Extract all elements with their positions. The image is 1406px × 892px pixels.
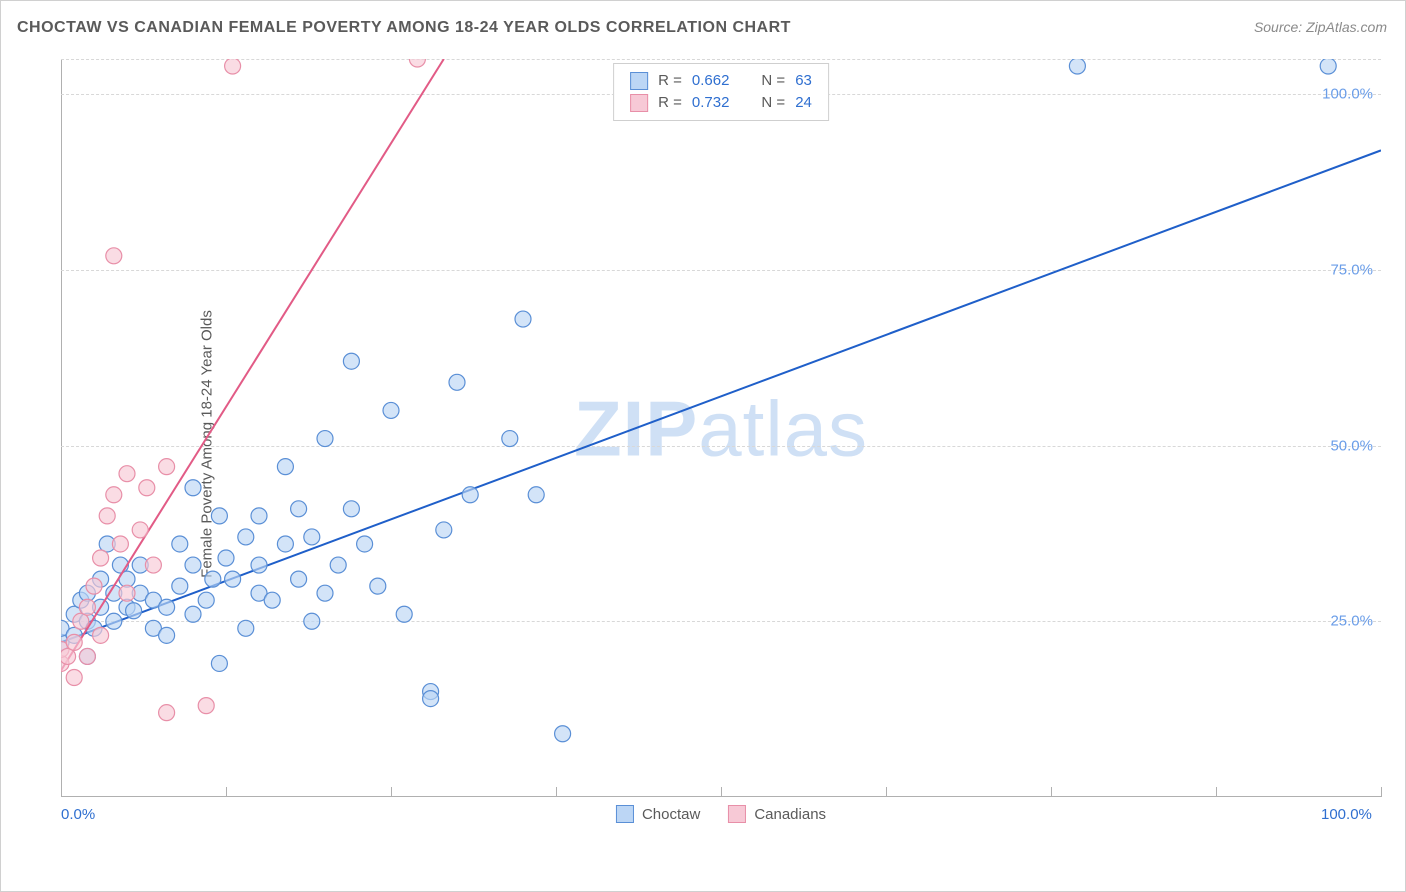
data-point bbox=[159, 705, 175, 721]
data-point bbox=[79, 599, 95, 615]
n-value-choctaw: 63 bbox=[795, 70, 812, 92]
data-point bbox=[515, 311, 531, 327]
swatch-canadians bbox=[728, 805, 746, 823]
data-point bbox=[126, 603, 142, 619]
data-point bbox=[291, 501, 307, 517]
data-point bbox=[528, 487, 544, 503]
x-tick-label: 0.0% bbox=[61, 806, 95, 823]
data-point bbox=[66, 670, 82, 686]
data-point bbox=[159, 459, 175, 475]
data-point bbox=[86, 578, 102, 594]
data-point bbox=[396, 606, 412, 622]
data-point bbox=[423, 691, 439, 707]
data-point bbox=[370, 578, 386, 594]
legend-item-canadians: Canadians bbox=[728, 805, 826, 823]
legend-row-choctaw: R = 0.662 N = 63 bbox=[630, 70, 812, 92]
data-point bbox=[264, 592, 280, 608]
r-label: R = bbox=[658, 70, 682, 92]
data-point bbox=[106, 613, 122, 629]
chart-title: CHOCTAW VS CANADIAN FEMALE POVERTY AMONG… bbox=[17, 19, 791, 37]
x-tick-label: 100.0% bbox=[1321, 806, 1372, 823]
data-point bbox=[185, 557, 201, 573]
data-point bbox=[172, 536, 188, 552]
data-point bbox=[502, 431, 518, 447]
r-value-canadians: 0.732 bbox=[692, 92, 730, 114]
data-point bbox=[238, 529, 254, 545]
data-point bbox=[112, 536, 128, 552]
regression-line-canadians bbox=[61, 59, 444, 670]
data-point bbox=[343, 501, 359, 517]
data-point bbox=[304, 529, 320, 545]
data-point bbox=[436, 522, 452, 538]
swatch-choctaw bbox=[630, 72, 648, 90]
data-point bbox=[99, 508, 115, 524]
data-point bbox=[159, 627, 175, 643]
n-label: N = bbox=[761, 70, 785, 92]
data-point bbox=[317, 431, 333, 447]
n-value-canadians: 24 bbox=[795, 92, 812, 114]
series-legend: Choctaw Canadians bbox=[616, 805, 826, 823]
data-point bbox=[185, 480, 201, 496]
data-point bbox=[145, 557, 161, 573]
data-point bbox=[93, 627, 109, 643]
data-point bbox=[205, 571, 221, 587]
swatch-canadians bbox=[630, 94, 648, 112]
source-label: Source: bbox=[1254, 19, 1302, 35]
data-point bbox=[225, 571, 241, 587]
swatch-choctaw bbox=[616, 805, 634, 823]
data-point bbox=[1320, 59, 1336, 74]
legend-item-choctaw: Choctaw bbox=[616, 805, 700, 823]
data-point bbox=[218, 550, 234, 566]
data-point bbox=[119, 585, 135, 601]
data-point bbox=[330, 557, 346, 573]
plot-area: Female Poverty Among 18-24 Year Olds ZIP… bbox=[61, 59, 1381, 829]
data-point bbox=[291, 571, 307, 587]
data-point bbox=[185, 606, 201, 622]
data-point bbox=[277, 536, 293, 552]
r-label: R = bbox=[658, 92, 682, 114]
data-point bbox=[251, 557, 267, 573]
data-point bbox=[119, 466, 135, 482]
data-point bbox=[238, 620, 254, 636]
data-point bbox=[211, 655, 227, 671]
scatter-svg bbox=[61, 59, 1381, 797]
legend-label-canadians: Canadians bbox=[754, 806, 826, 823]
data-point bbox=[106, 248, 122, 264]
data-point bbox=[225, 59, 241, 74]
r-value-choctaw: 0.662 bbox=[692, 70, 730, 92]
legend-label-choctaw: Choctaw bbox=[642, 806, 700, 823]
n-label: N = bbox=[761, 92, 785, 114]
correlation-legend: R = 0.662 N = 63 R = 0.732 N = 24 bbox=[613, 63, 829, 121]
data-point bbox=[139, 480, 155, 496]
data-point bbox=[317, 585, 333, 601]
source-attribution: Source: ZipAtlas.com bbox=[1254, 19, 1387, 35]
data-point bbox=[357, 536, 373, 552]
data-point bbox=[449, 374, 465, 390]
data-point bbox=[159, 599, 175, 615]
data-point bbox=[106, 487, 122, 503]
x-tick bbox=[1381, 787, 1382, 797]
data-point bbox=[343, 353, 359, 369]
data-point bbox=[172, 578, 188, 594]
data-point bbox=[1069, 59, 1085, 74]
chart-frame: CHOCTAW VS CANADIAN FEMALE POVERTY AMONG… bbox=[0, 0, 1406, 892]
data-point bbox=[277, 459, 293, 475]
data-point bbox=[93, 550, 109, 566]
data-point bbox=[251, 508, 267, 524]
data-point bbox=[409, 59, 425, 67]
data-point bbox=[79, 648, 95, 664]
source-name: ZipAtlas.com bbox=[1306, 19, 1387, 35]
data-point bbox=[211, 508, 227, 524]
data-point bbox=[66, 634, 82, 650]
data-point bbox=[198, 698, 214, 714]
data-point bbox=[555, 726, 571, 742]
data-point bbox=[198, 592, 214, 608]
legend-row-canadians: R = 0.732 N = 24 bbox=[630, 92, 812, 114]
data-point bbox=[132, 522, 148, 538]
data-point bbox=[462, 487, 478, 503]
data-point bbox=[383, 402, 399, 418]
data-point bbox=[304, 613, 320, 629]
